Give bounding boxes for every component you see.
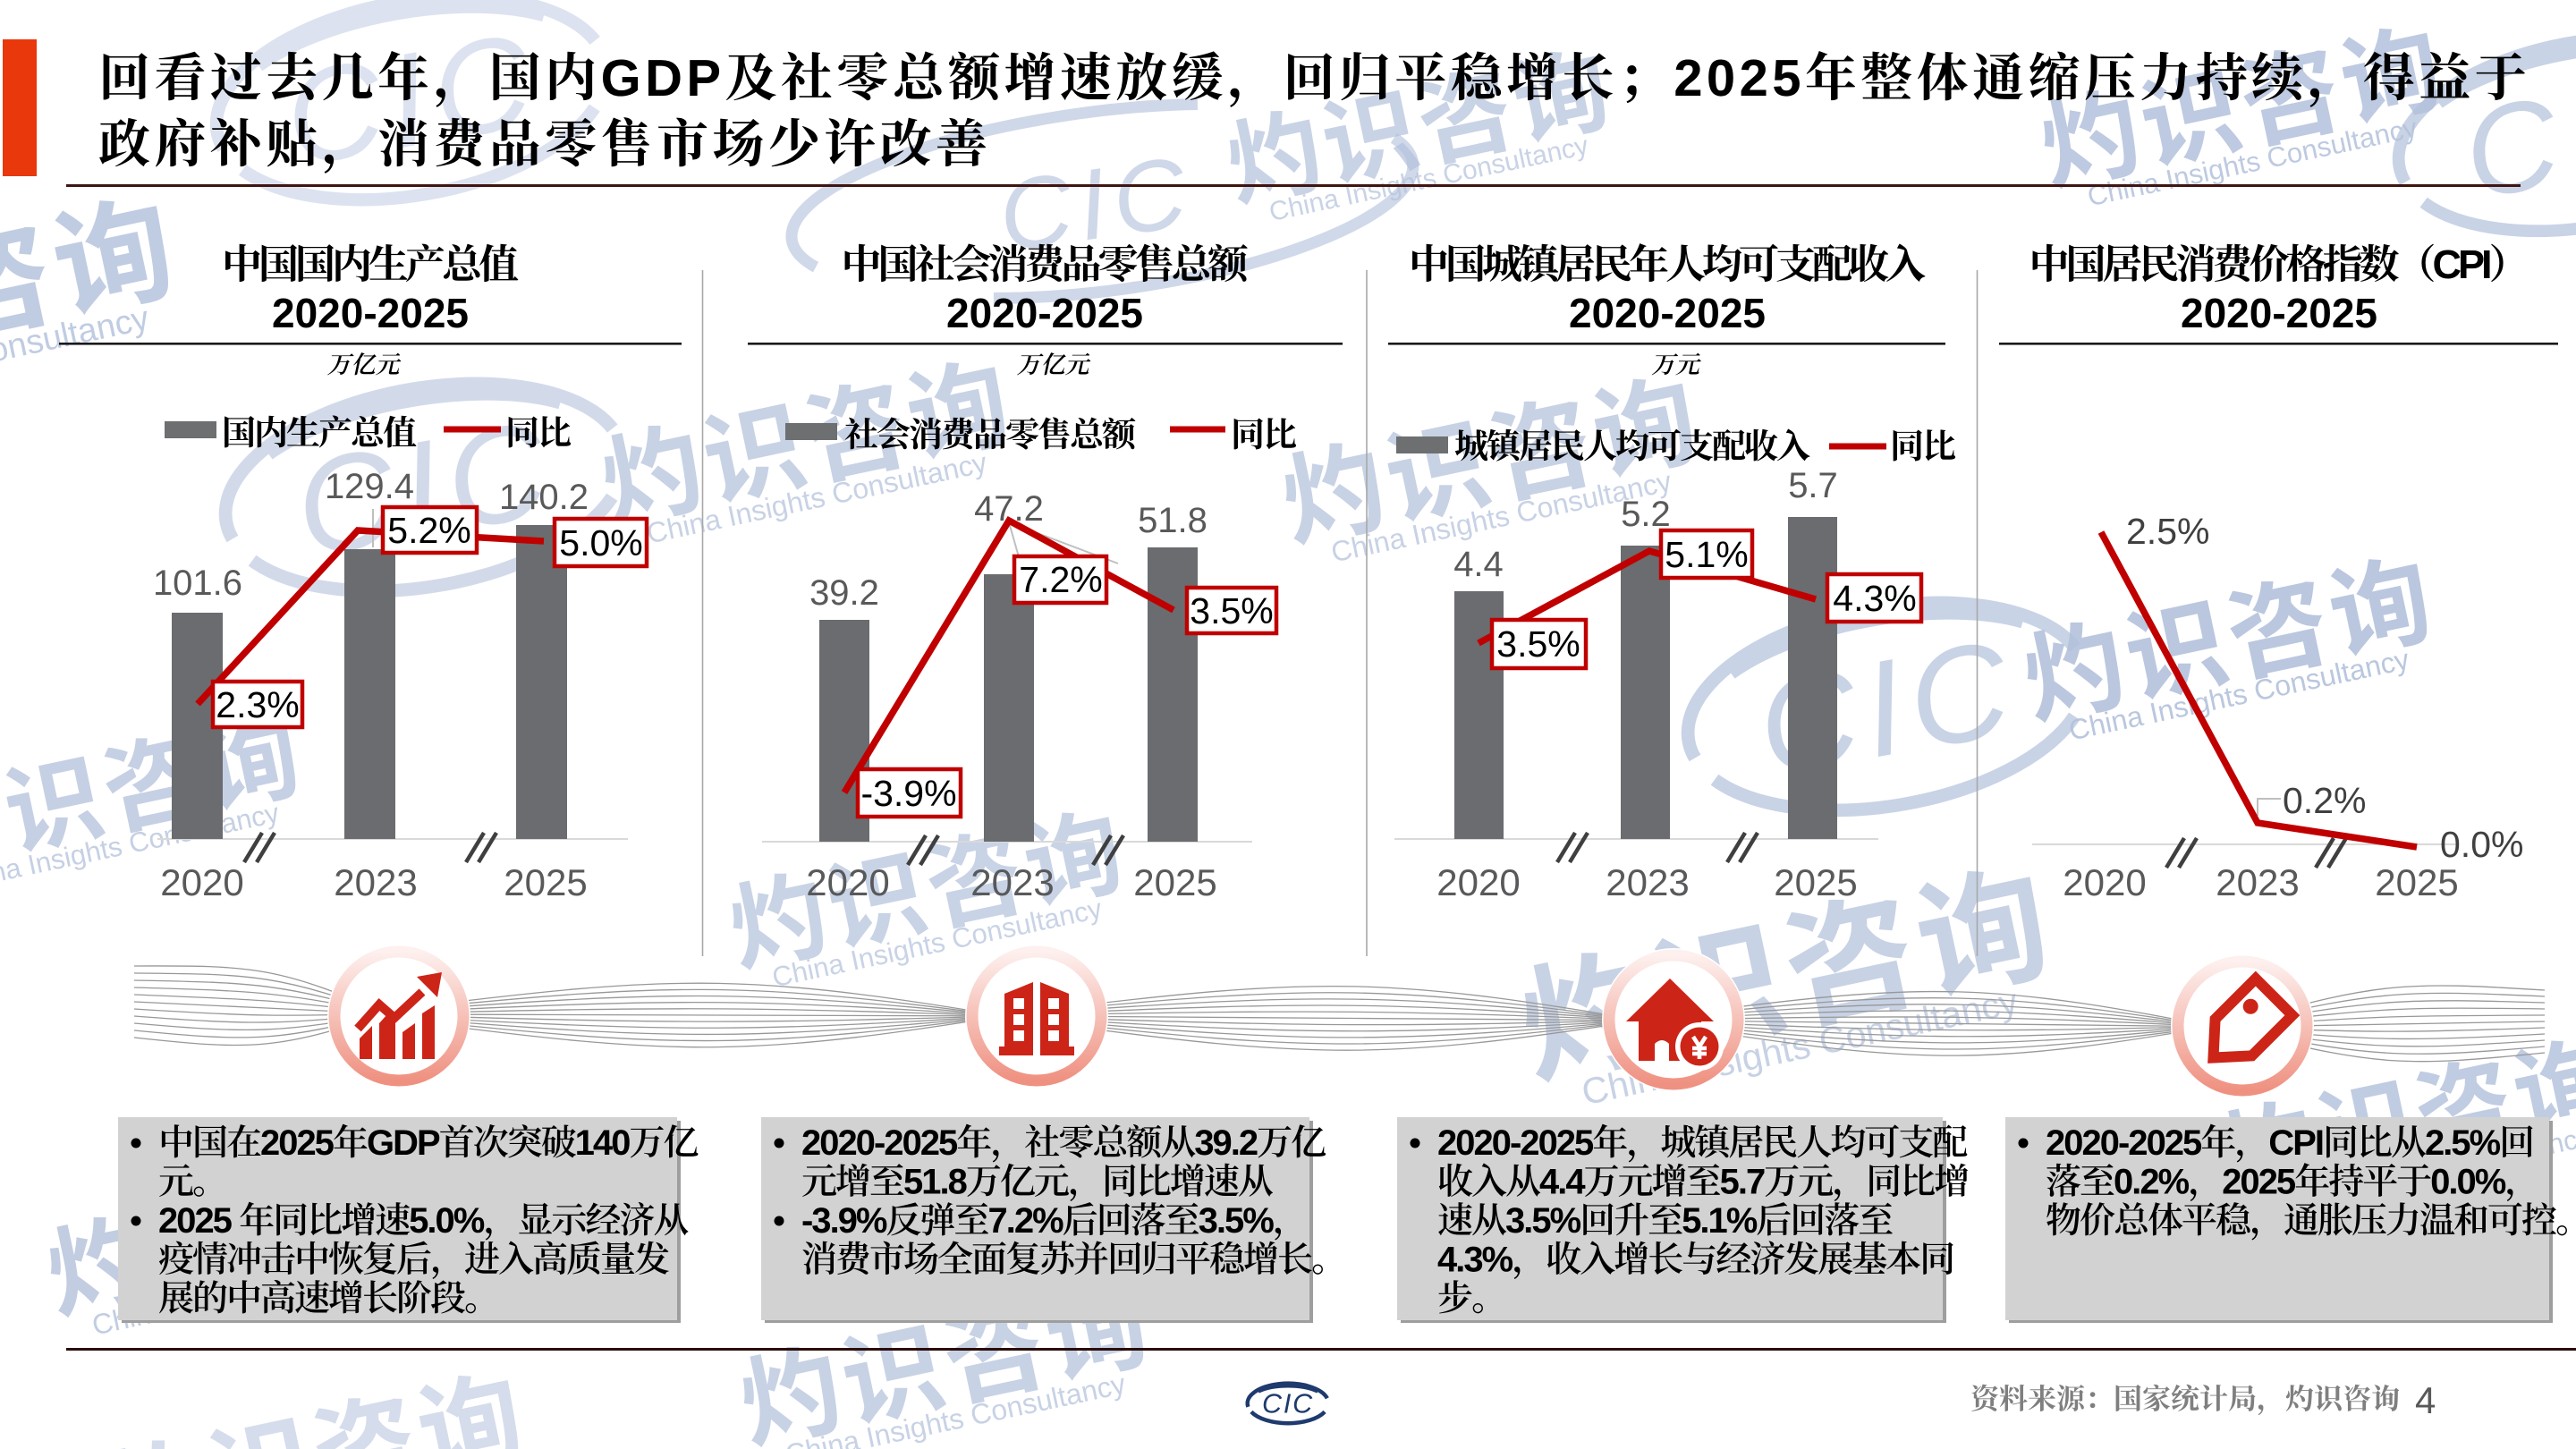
svg-text:2020: 2020 xyxy=(806,861,889,903)
svg-text:3.5%: 3.5% xyxy=(1190,590,1273,631)
svg-text:5.7: 5.7 xyxy=(1788,466,1838,505)
svg-text:2.3%: 2.3% xyxy=(216,684,299,725)
svg-text:2025: 2025 xyxy=(504,861,587,903)
svg-text:2020-2025: 2020-2025 xyxy=(2181,290,2377,336)
svg-text:2025: 2025 xyxy=(1133,861,1216,903)
svg-text:5.0%: 5.0% xyxy=(559,522,642,564)
svg-text:140.2: 140.2 xyxy=(499,478,589,517)
svg-text:2023: 2023 xyxy=(334,861,417,903)
svg-text:101.6: 101.6 xyxy=(153,564,242,603)
svg-text:3.5%: 3.5% xyxy=(1496,623,1580,665)
svg-text:5.2%: 5.2% xyxy=(387,510,470,551)
svg-text:39.2: 39.2 xyxy=(809,573,879,613)
svg-text:4.4: 4.4 xyxy=(1453,545,1504,584)
svg-text:2025: 2025 xyxy=(2375,861,2458,903)
svg-text:2020: 2020 xyxy=(2063,861,2146,903)
svg-text:5.2: 5.2 xyxy=(1621,495,1671,534)
svg-text:0.0%: 0.0% xyxy=(2440,824,2523,865)
svg-text:51.8: 51.8 xyxy=(1138,501,1208,540)
svg-text:2020: 2020 xyxy=(160,861,243,903)
svg-text:2023: 2023 xyxy=(2216,861,2299,903)
svg-text:-3.9%: -3.9% xyxy=(860,773,956,814)
svg-text:7.2%: 7.2% xyxy=(1019,559,1102,600)
svg-text:2020-2025: 2020-2025 xyxy=(1569,290,1766,336)
svg-text:4: 4 xyxy=(2415,1379,2436,1421)
svg-text:2020-2025: 2020-2025 xyxy=(946,290,1143,336)
svg-text:129.4: 129.4 xyxy=(325,467,414,506)
svg-text:0.2%: 0.2% xyxy=(2283,780,2366,821)
svg-text:5.1%: 5.1% xyxy=(1665,534,1748,575)
svg-text:2020-2025: 2020-2025 xyxy=(272,290,469,336)
svg-text:4.3%: 4.3% xyxy=(1833,578,1916,619)
svg-text:2023: 2023 xyxy=(1606,861,1689,903)
svg-text:2023: 2023 xyxy=(970,861,1054,903)
svg-text:2025: 2025 xyxy=(1774,861,1857,903)
svg-text:2.5%: 2.5% xyxy=(2126,511,2209,552)
svg-text:2020: 2020 xyxy=(1436,861,1520,903)
